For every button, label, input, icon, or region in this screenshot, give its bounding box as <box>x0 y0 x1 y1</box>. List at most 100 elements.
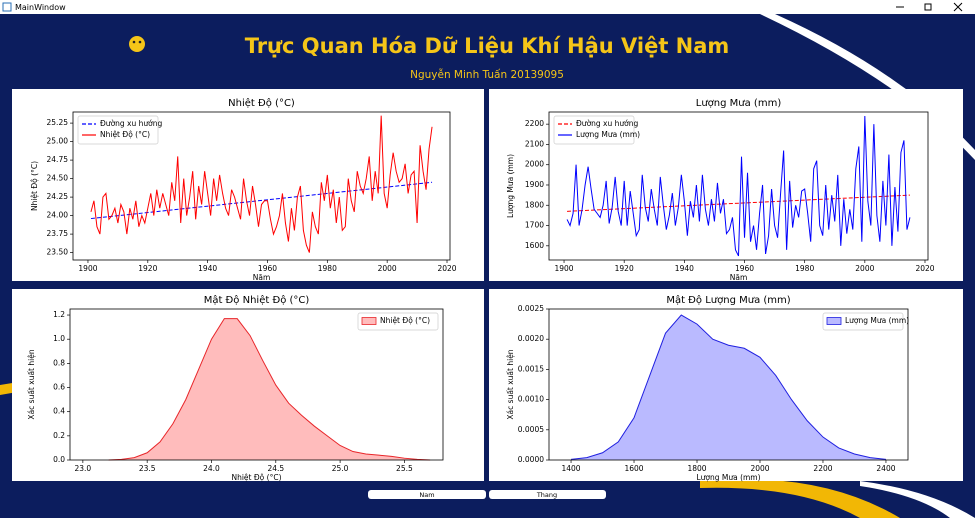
y-tick-label: 24.50 <box>47 174 69 183</box>
y-axis-label: Xác suất xuất hiện <box>27 349 36 419</box>
button-label[interactable]: Nam <box>419 491 434 499</box>
legend-label: Lượng Mưa (mm) <box>845 316 909 325</box>
title-bar <box>0 0 975 14</box>
density-line <box>108 318 431 461</box>
y-tick-label: 0.0010 <box>518 395 544 404</box>
x-axis-label: Năm <box>253 273 271 282</box>
x-tick-label: 2400 <box>876 464 895 473</box>
y-tick-label: 0.4 <box>53 407 65 416</box>
x-tick-label: 1940 <box>198 264 217 273</box>
data-line <box>90 181 433 220</box>
x-tick-label: 2000 <box>378 264 397 273</box>
y-tick-label: 2100 <box>525 139 544 148</box>
x-tick-label: 1600 <box>624 464 643 473</box>
button[interactable] <box>489 490 606 499</box>
x-tick-label: 2000 <box>750 464 769 473</box>
y-tick-label: 0.0000 <box>518 455 544 464</box>
y-tick-label: 25.25 <box>47 118 69 127</box>
x-tick-label: 2020 <box>437 264 456 273</box>
y-axis-label: Nhiệt Độ (°C) <box>30 161 39 211</box>
window-title: MainWindow <box>15 3 66 12</box>
y-tick-label: 23.75 <box>47 229 69 238</box>
x-axis-label: Lượng Mưa (mm) <box>696 473 760 482</box>
y-axis-label: Xác suất xuất hiện <box>506 349 515 419</box>
y-tick-label: 25.00 <box>47 137 69 146</box>
legend-swatch <box>361 317 377 325</box>
x-axis-label: Năm <box>730 273 748 282</box>
axes-frame <box>548 111 929 261</box>
y-tick-label: 23.50 <box>47 248 69 257</box>
x-tick-label: 1960 <box>258 264 277 273</box>
axes-frame <box>69 308 444 461</box>
x-tick-label: 1920 <box>138 264 157 273</box>
y-tick-label: 24.00 <box>47 211 69 220</box>
y-tick-label: 0.0015 <box>518 364 544 373</box>
y-tick-label: 24.25 <box>47 192 69 201</box>
y-tick-label: 24.75 <box>47 155 69 164</box>
close-button[interactable] <box>953 2 963 12</box>
x-tick-label: 1980 <box>795 264 814 273</box>
decor-curve <box>860 481 975 518</box>
x-tick-label: 1920 <box>615 264 634 273</box>
x-tick-label: 2020 <box>915 264 934 273</box>
x-tick-label: 24.0 <box>203 464 220 473</box>
y-tick-label: 2000 <box>525 160 544 169</box>
app-icon <box>2 2 12 12</box>
x-tick-label: 1900 <box>554 264 573 273</box>
data-line <box>566 116 911 257</box>
chart-title: Lượng Mưa (mm) <box>696 98 782 109</box>
x-tick-label: 25.5 <box>396 464 413 473</box>
legend-swatch <box>826 317 842 325</box>
y-tick-label: 1800 <box>525 200 544 209</box>
y-tick-label: 0.0005 <box>518 425 544 434</box>
y-tick-label: 2200 <box>525 119 544 128</box>
legend-box <box>357 312 439 331</box>
legend-box <box>553 115 635 145</box>
x-tick-label: 1400 <box>561 464 580 473</box>
axes-frame <box>72 111 451 261</box>
legend-label: Nhiệt Độ (°C) <box>100 130 150 139</box>
button[interactable] <box>368 490 486 499</box>
legend-label: Nhiệt Độ (°C) <box>380 316 430 325</box>
legend-label: Đường xu hướng <box>576 119 638 128</box>
x-tick-label: 23.5 <box>139 464 156 473</box>
y-tick-label: 1900 <box>525 180 544 189</box>
y-tick-label: 1.2 <box>53 310 65 319</box>
button-label[interactable]: Thang <box>536 491 557 499</box>
x-tick-label: 1960 <box>735 264 754 273</box>
x-tick-label: 1980 <box>318 264 337 273</box>
y-axis-label: Lượng Mưa (mm) <box>506 154 515 218</box>
legend-label: Lượng Mưa (mm) <box>576 130 640 139</box>
chart-title: Nhiệt Độ (°C) <box>228 97 295 109</box>
y-tick-label: 1600 <box>525 241 544 250</box>
x-tick-label: 2000 <box>855 264 874 273</box>
data-line <box>90 115 433 253</box>
x-tick-label: 23.0 <box>75 464 92 473</box>
legend-label: Đường xu hướng <box>100 119 162 128</box>
decor-curve <box>700 478 900 518</box>
y-tick-label: 0.6 <box>53 383 65 392</box>
x-tick-label: 2200 <box>813 464 832 473</box>
x-axis-label: Nhiệt Độ (°C) <box>231 473 281 482</box>
chart-title: Mật Độ Nhiệt Độ (°C) <box>204 294 310 306</box>
y-tick-label: 0.8 <box>53 358 65 367</box>
data-line <box>567 194 910 212</box>
header-icon <box>129 36 145 52</box>
density-area <box>108 318 431 460</box>
y-tick-label: 0.2 <box>53 431 65 440</box>
legend-box <box>77 115 159 145</box>
y-tick-label: 0.0025 <box>518 304 544 313</box>
header-title: Trực Quan Hóa Dữ Liệu Khí Hậu Việt Nam <box>245 34 730 58</box>
header-icon <box>138 40 142 44</box>
x-tick-label: 1800 <box>687 464 706 473</box>
x-tick-label: 1940 <box>675 264 694 273</box>
header-icon <box>132 40 136 44</box>
y-tick-label: 0.0 <box>53 455 65 464</box>
axes-frame <box>548 308 909 461</box>
maximize-button[interactable] <box>924 3 932 11</box>
chart-title: Mật Độ Lượng Mưa (mm) <box>666 294 790 306</box>
density-line <box>570 314 887 460</box>
y-tick-label: 1700 <box>525 221 544 230</box>
x-tick-label: 1900 <box>78 264 97 273</box>
